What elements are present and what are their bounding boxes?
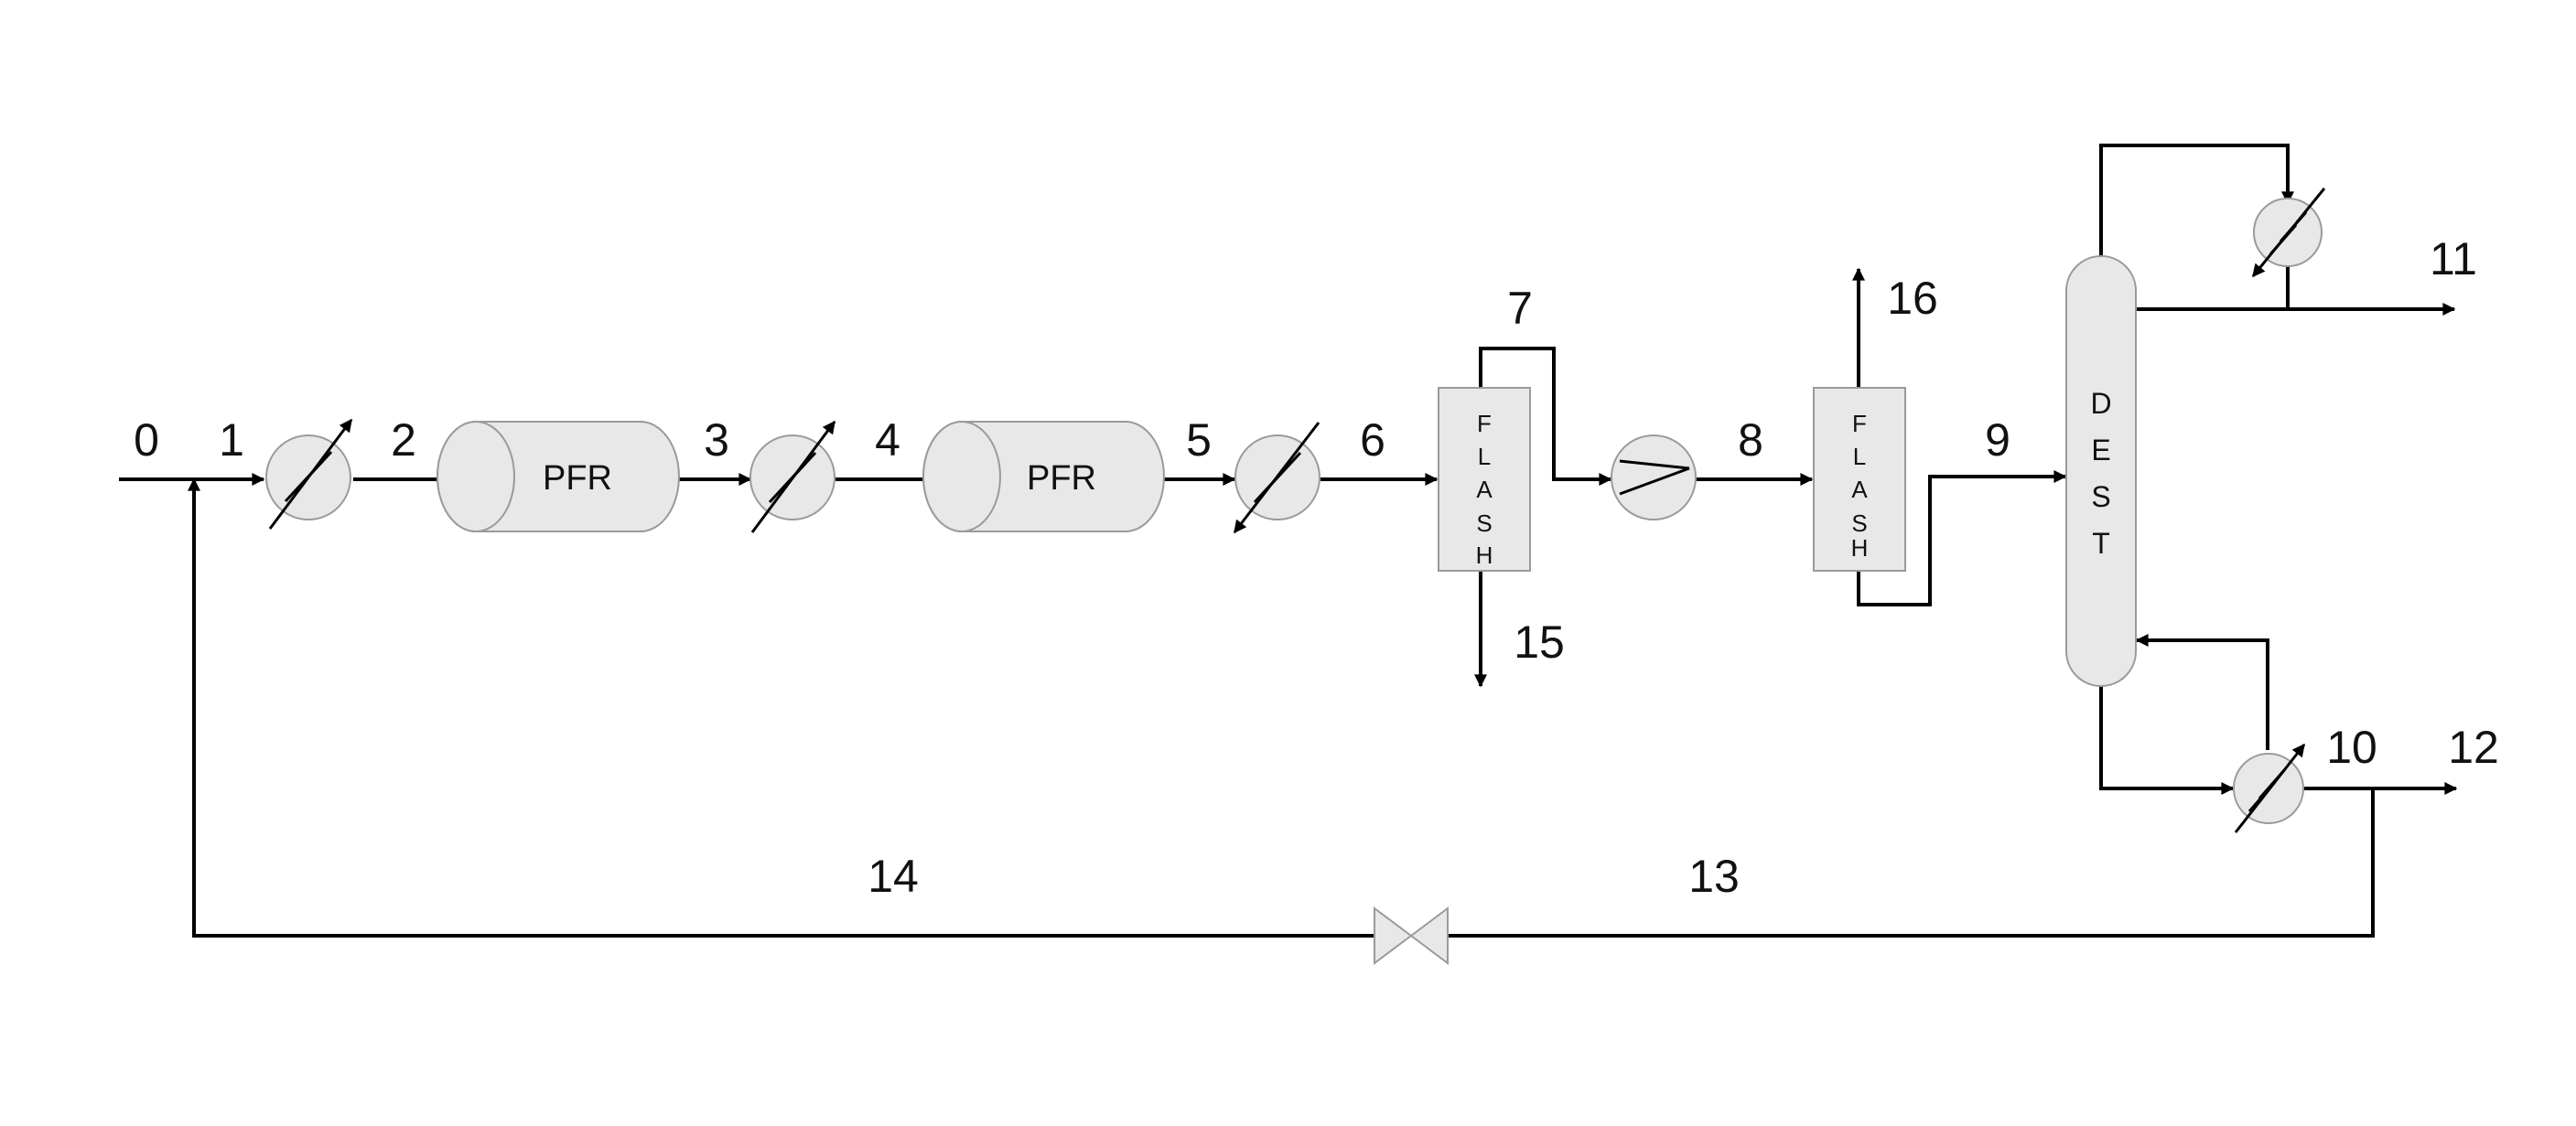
stream-label-4: 4 <box>875 414 900 466</box>
distillation-column[interactable]: D E S T <box>2065 255 2137 687</box>
column-letter: T <box>2092 527 2110 560</box>
heat-exchanger-icon <box>2234 743 2306 833</box>
stream-label-0: 0 <box>134 414 159 466</box>
flash-1-letter: S <box>1476 509 1492 537</box>
bottoms-line <box>2099 686 2235 795</box>
compressor[interactable] <box>1611 434 1697 520</box>
flash-drum-2[interactable]: F L A S H <box>1813 387 1906 572</box>
column-letter: D <box>2090 387 2111 420</box>
flash-2-letter: H <box>1851 534 1869 562</box>
flash-drum-1[interactable]: F L A S H <box>1438 387 1531 572</box>
condenser[interactable] <box>2251 188 2326 278</box>
stream-line-13 <box>1448 788 2375 938</box>
valve-icon <box>1374 906 1449 965</box>
stream-label-11: 11 <box>2430 233 2477 284</box>
stream-line-14 <box>188 477 1374 938</box>
overhead-vapor-line <box>2099 144 2294 258</box>
stream-label-8: 8 <box>1738 414 1763 466</box>
stream-line-7 <box>1479 347 1612 486</box>
heat-exchanger-icon <box>268 418 353 530</box>
stream-label-5: 5 <box>1186 414 1212 466</box>
flash-1-letter: L <box>1478 443 1491 470</box>
pfr-2-label: PFR <box>1027 459 1096 498</box>
pfr-reactor-1[interactable]: PFR <box>437 421 680 532</box>
heat-exchanger-icon <box>2251 188 2326 278</box>
stream-label-3: 3 <box>704 414 729 466</box>
flash-1-letter: A <box>1476 476 1493 503</box>
flash-2-letter: S <box>1851 509 1867 537</box>
compressor-icon <box>1619 459 1690 496</box>
stream-label-6: 6 <box>1360 414 1385 466</box>
column-letter: E <box>2091 434 2110 466</box>
stream-label-16: 16 <box>1887 273 1938 324</box>
stream-label-10: 10 <box>2326 722 2377 773</box>
heat-exchanger-icon <box>1233 422 1320 534</box>
stream-label-1: 1 <box>219 414 244 466</box>
stream-label-12: 12 <box>2448 722 2499 773</box>
flash-1-letter: F <box>1477 410 1492 437</box>
flash-1-letter: H <box>1476 542 1493 569</box>
heat-exchanger-icon <box>750 420 836 533</box>
recycle-valve[interactable] <box>1374 906 1449 965</box>
stream-line-9 <box>1857 470 2067 606</box>
pfr-1-label: PFR <box>543 459 612 498</box>
stream-label-14: 14 <box>868 851 919 902</box>
heat-exchanger-1[interactable] <box>265 418 353 530</box>
stream-label-9: 9 <box>1985 414 2010 466</box>
pfr-reactor-2[interactable]: PFR <box>922 421 1165 532</box>
stream-label-7: 7 <box>1507 283 1533 334</box>
stream-label-13: 13 <box>1688 851 1740 902</box>
flash-2-letter: F <box>1852 410 1867 437</box>
reboiler-vapor-line <box>2135 634 2269 750</box>
stream-label-2: 2 <box>391 414 416 466</box>
reboiler[interactable] <box>2233 743 2306 833</box>
heat-exchanger-2[interactable] <box>749 420 836 533</box>
column-letter: S <box>2091 480 2110 513</box>
heat-exchanger-3[interactable] <box>1233 422 1320 534</box>
flash-2-letter: L <box>1853 443 1866 470</box>
flash-2-letter: A <box>1851 476 1868 503</box>
stream-label-15: 15 <box>1514 617 1565 668</box>
